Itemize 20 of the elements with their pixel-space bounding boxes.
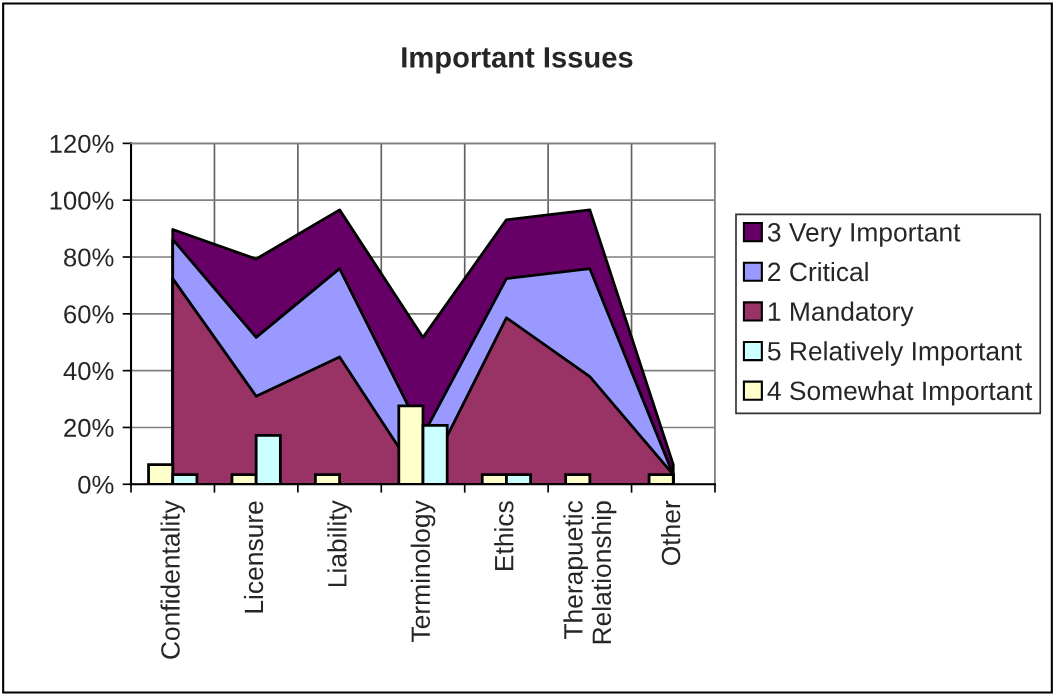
legend-label: 1 Mandatory — [768, 301, 914, 327]
x-tick-label: Therapuetic Relationship — [563, 500, 617, 644]
x-tick-label: Ethics — [494, 501, 514, 570]
y-tick-label: 120% — [50, 134, 114, 153]
chart-title: Important Issues — [402, 47, 633, 74]
x-tick-label: Other — [660, 500, 681, 565]
y-tick-label: 60% — [64, 305, 114, 324]
y-tick-label: 40% — [63, 362, 114, 381]
legend-label: 4 Somewhat Important — [767, 380, 1033, 406]
legend-label: 3 Very Important — [767, 222, 961, 247]
y-tick-label: 0% — [78, 475, 114, 494]
y-tick-label: 20% — [64, 418, 114, 438]
x-tick-label: Terminology — [410, 500, 436, 642]
x-tick-label: Licensure — [243, 501, 264, 613]
legend-label: 2 Critical — [768, 261, 868, 282]
x-tick-label: Confidentality — [160, 500, 186, 659]
legend-label: 5 Relatively Important — [767, 341, 1022, 366]
y-tick-label: 100% — [50, 191, 114, 210]
x-tick-label: Liability — [327, 500, 352, 587]
y-tick-label: 80% — [64, 248, 114, 267]
